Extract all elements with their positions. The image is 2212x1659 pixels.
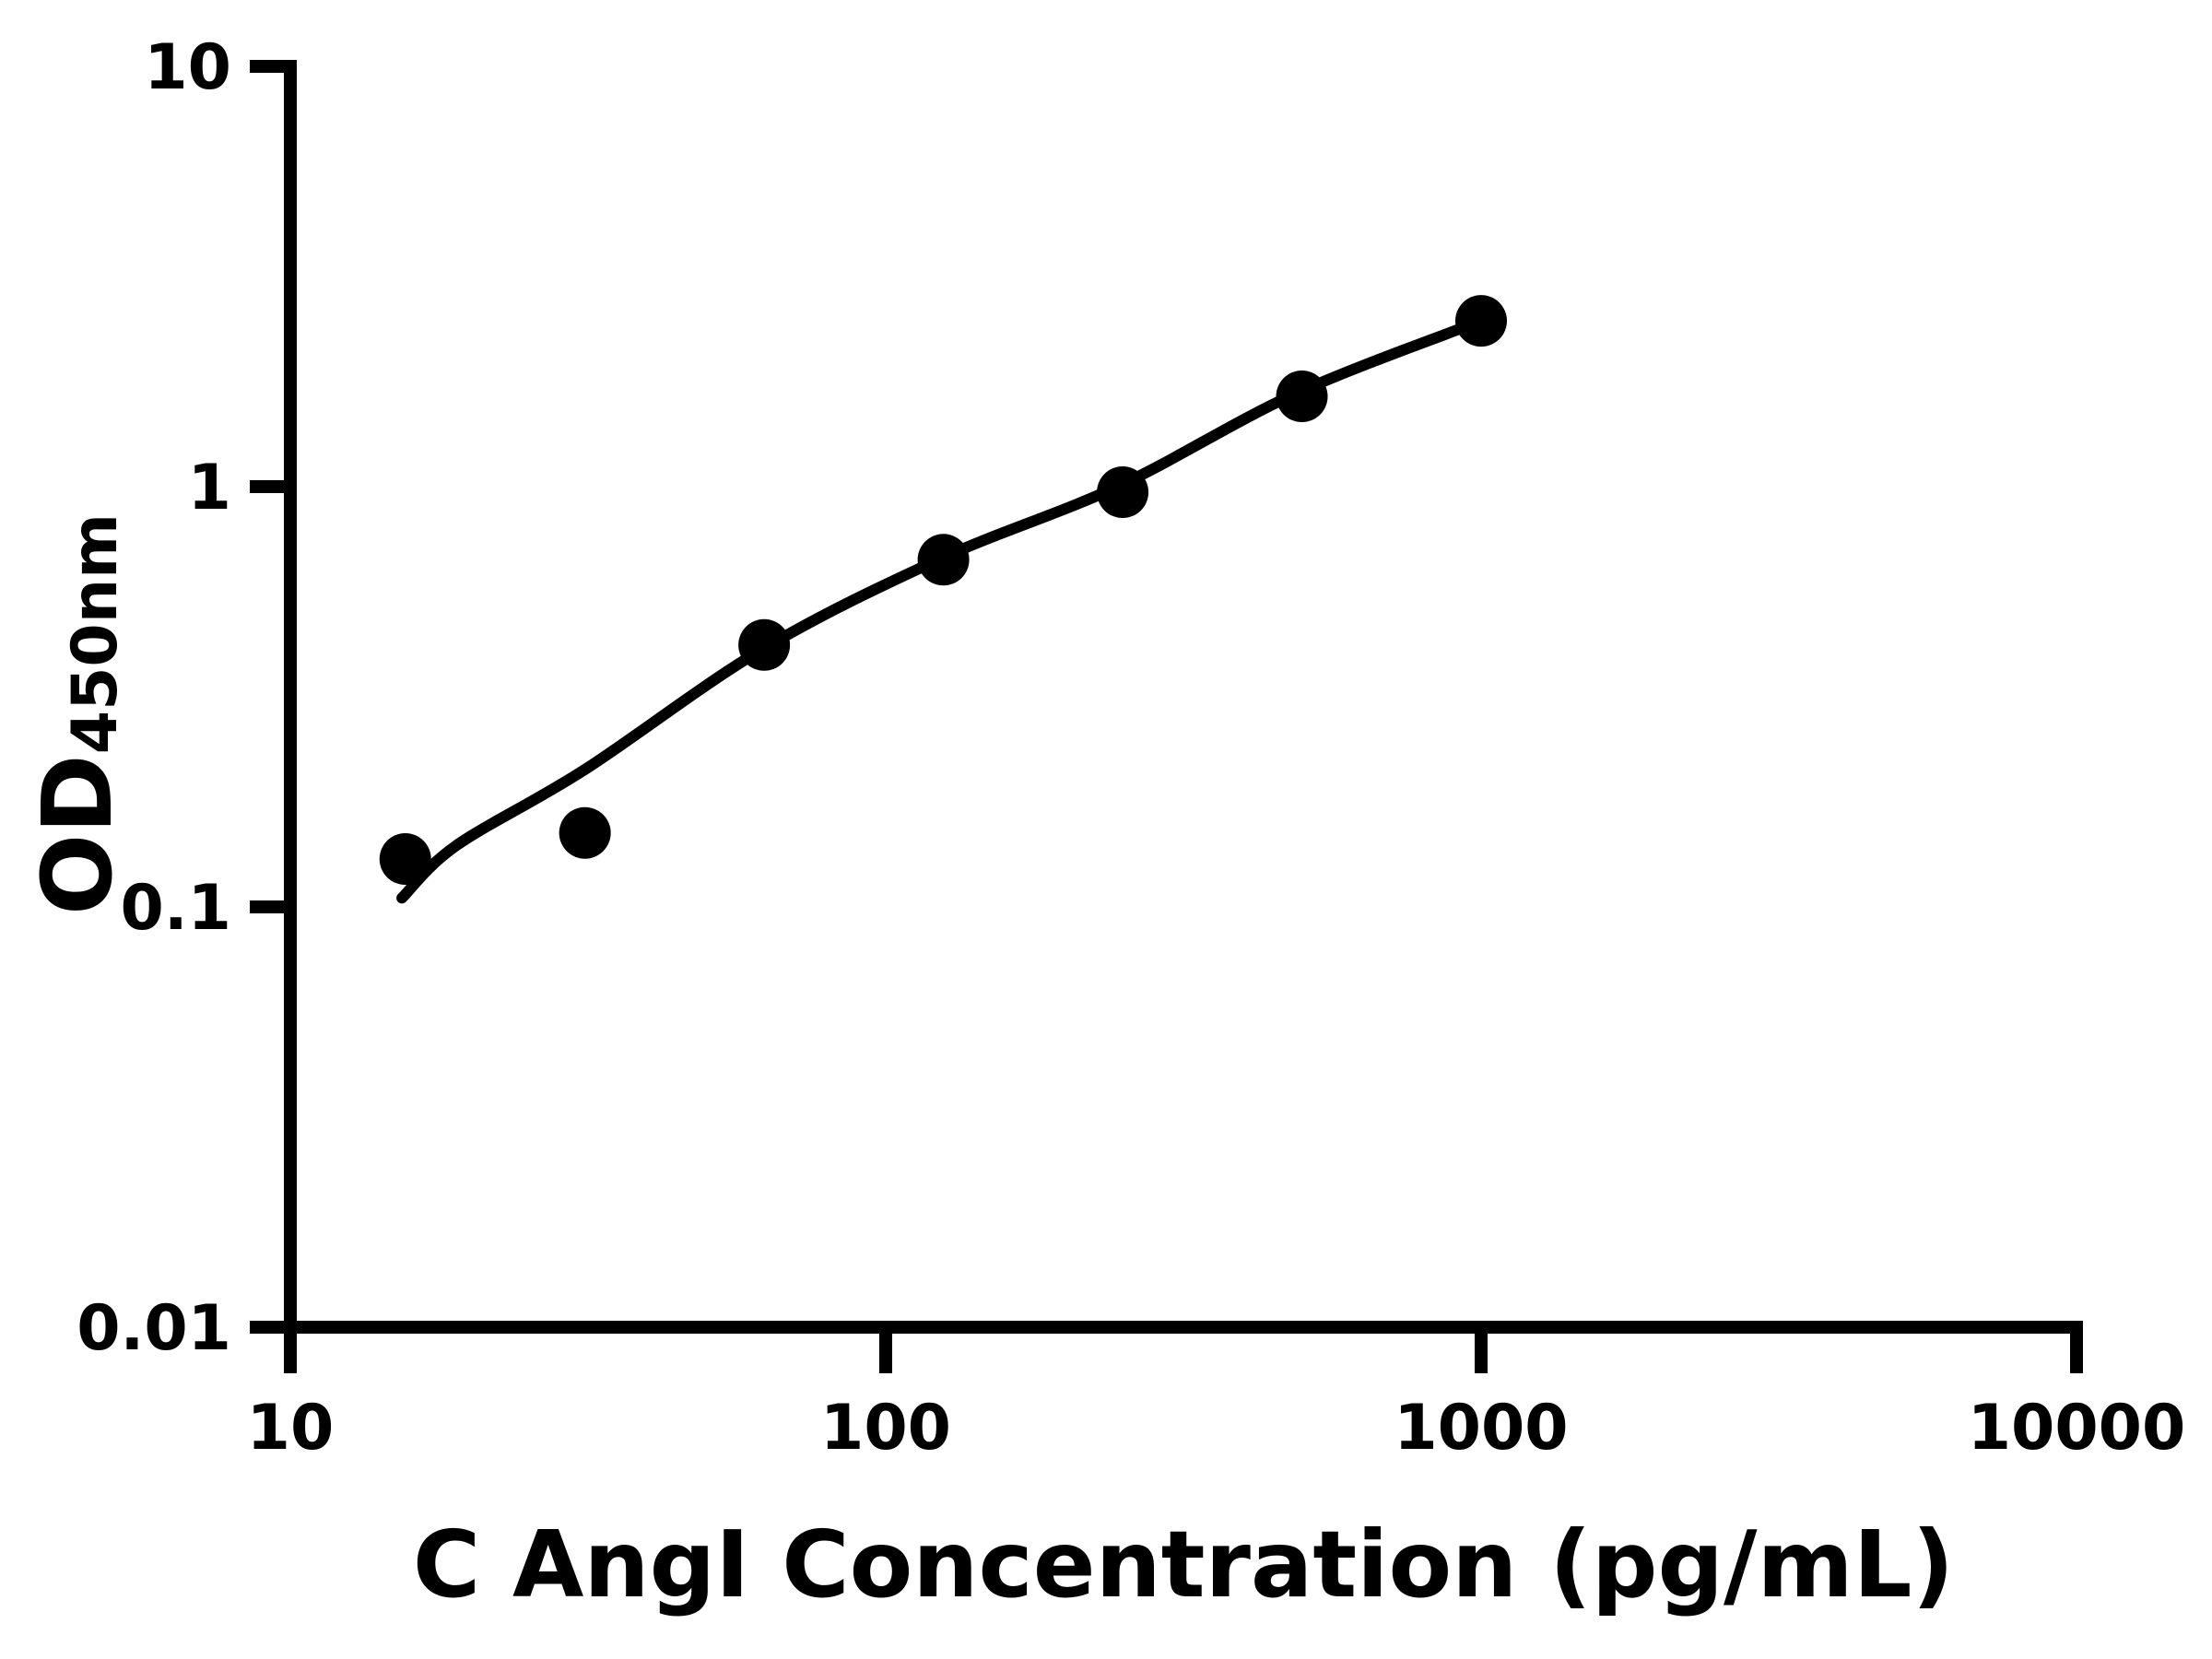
data-point [1455,295,1507,347]
y-tick-label: 0.01 [76,1292,231,1365]
y-axis-title-main: OD [21,754,134,915]
data-point [1097,466,1149,519]
y-tick-label: 1 [188,452,231,524]
data-point [917,534,970,586]
x-axis-title: C AngI Concentration (pg/mL) [412,1511,1955,1618]
x-tick-label: 10000 [1968,1392,2186,1465]
y-tick-label: 10 [144,31,231,104]
data-point [379,833,431,886]
data-point [559,806,611,859]
x-tick-label: 10 [247,1392,335,1465]
y-axis-title-sub: 450nm [59,513,132,755]
data-point [1276,371,1328,423]
x-tick-label: 1000 [1394,1392,1568,1465]
x-tick-label: 100 [820,1392,951,1465]
y-axis-title: OD450nm [21,513,134,915]
y-tick-label: 0.1 [121,872,231,945]
data-point [738,618,791,671]
